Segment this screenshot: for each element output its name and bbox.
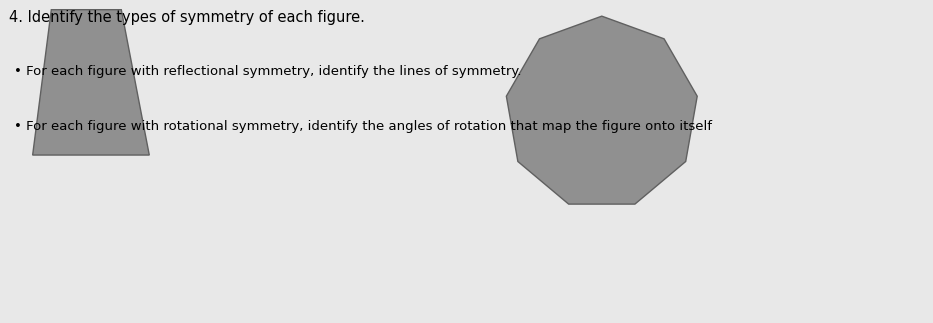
Text: • For each figure with reflectional symmetry, identify the lines of symmetry.: • For each figure with reflectional symm… xyxy=(14,65,522,78)
Text: • For each figure with rotational symmetry, identify the angles of rotation that: • For each figure with rotational symmet… xyxy=(14,120,712,132)
Text: 4. Identify the types of symmetry of each figure.: 4. Identify the types of symmetry of eac… xyxy=(9,10,365,25)
Polygon shape xyxy=(33,10,149,155)
Polygon shape xyxy=(507,16,697,204)
